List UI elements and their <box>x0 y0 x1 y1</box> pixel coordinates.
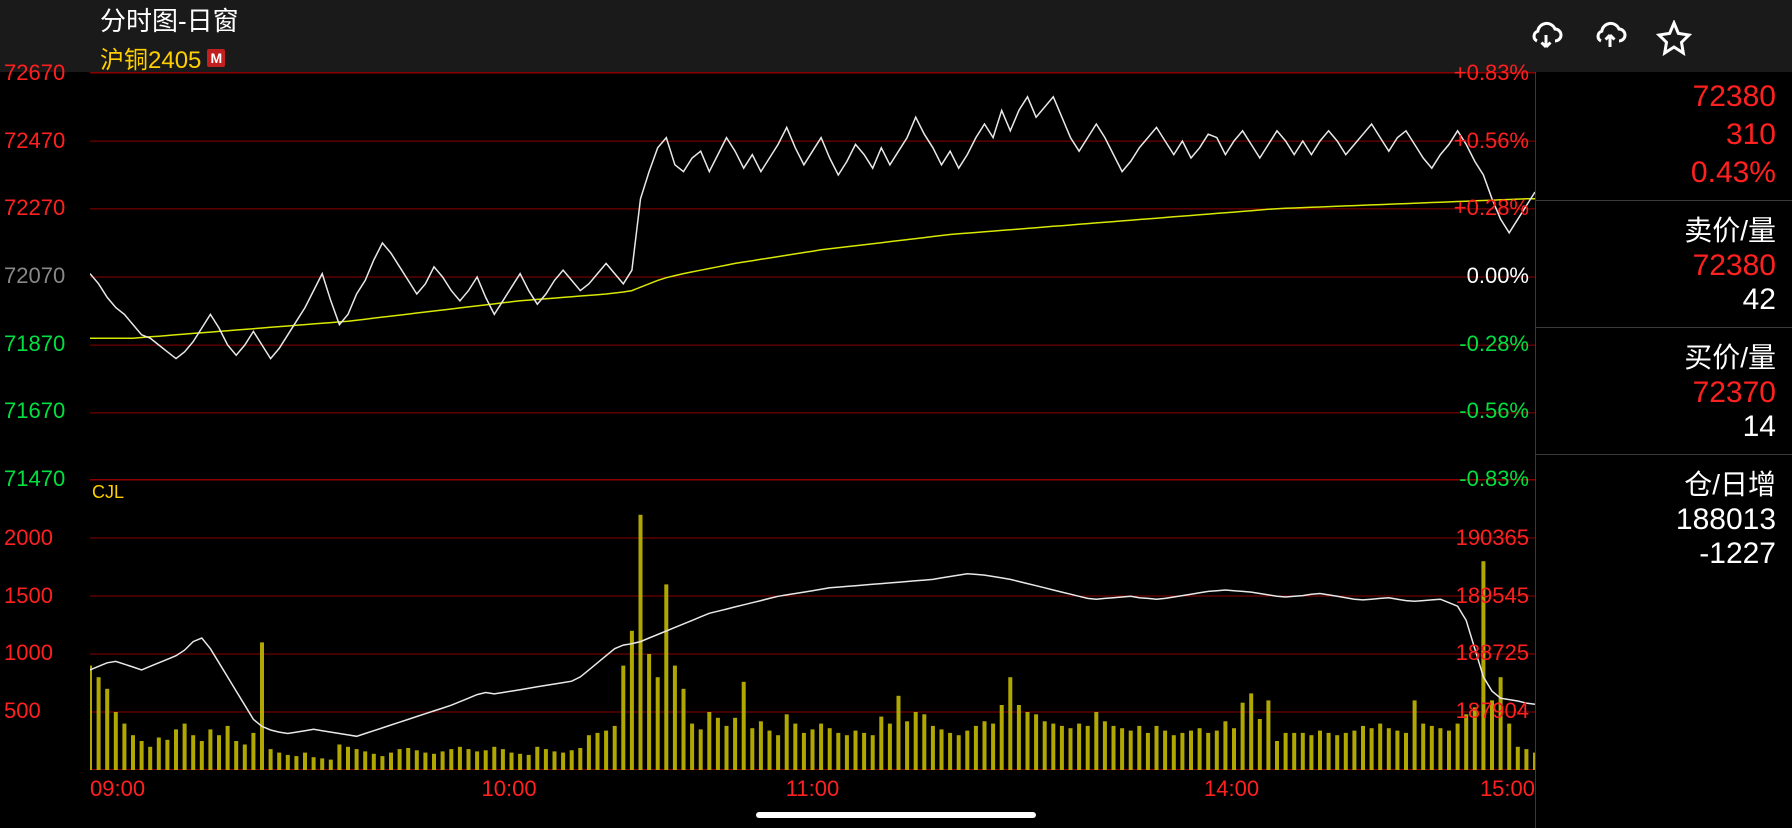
price-axis-right-label: +0.28% <box>1454 195 1529 221</box>
price-axis-left-label: 72670 <box>4 60 65 86</box>
volume-axis-left-label: 1000 <box>4 640 53 666</box>
oi-axis-right-label: 188725 <box>1456 640 1529 666</box>
oi-change: -1227 <box>1699 537 1776 571</box>
time-axis-label: 15:00 <box>1480 776 1535 802</box>
quote-panel: 72380 310 0.43% 卖价/量 72380 42 买价/量 72370… <box>1535 72 1792 828</box>
bid-price: 72370 <box>1693 376 1776 410</box>
time-axis-label: 11:00 <box>786 776 839 802</box>
cloud-download-icon[interactable] <box>1528 20 1564 56</box>
star-icon[interactable] <box>1656 20 1692 56</box>
main-contract-badge: M <box>207 49 225 67</box>
time-axis-label: 09:00 <box>90 776 145 802</box>
price-axis-right-label: +0.56% <box>1454 128 1529 154</box>
price-axis-left-label: 72270 <box>4 195 65 221</box>
price-axis-right-label: +0.83% <box>1454 60 1529 86</box>
price-axis-left-label: 71670 <box>4 398 65 424</box>
price-axis-left-label: 71870 <box>4 331 65 357</box>
ask-label: 卖价/量 <box>1684 209 1776 249</box>
volume-axis-left-label: 2000 <box>4 525 53 551</box>
oi-axis-right-label: 187904 <box>1456 698 1529 724</box>
oi-label: 仓/日增 <box>1684 463 1776 503</box>
home-indicator <box>756 812 1036 818</box>
time-axis-label: 14:00 <box>1204 776 1259 802</box>
ask-volume: 42 <box>1743 283 1776 317</box>
price-axis-right-label: -0.56% <box>1459 398 1529 424</box>
volume-axis-left-label: 500 <box>4 698 41 724</box>
price-change: 310 <box>1726 118 1776 152</box>
price-axis-left-label: 71470 <box>4 466 65 492</box>
volume-axis-left-label: 1500 <box>4 583 53 609</box>
open-interest: 188013 <box>1676 503 1776 537</box>
oi-axis-right-label: 190365 <box>1456 525 1529 551</box>
price-axis-left-label: 72470 <box>4 128 65 154</box>
cloud-upload-icon[interactable] <box>1592 20 1628 56</box>
price-axis-right-label: -0.28% <box>1459 331 1529 357</box>
ask-price: 72380 <box>1693 249 1776 283</box>
price-axis-right-label: 0.00% <box>1467 263 1529 289</box>
bid-volume: 14 <box>1743 410 1776 444</box>
price-change-pct: 0.43% <box>1691 156 1776 190</box>
volume-chart[interactable]: CJL 200015001000500 19036518954518872518… <box>90 480 1535 770</box>
price-chart[interactable]: 72670724707227072070718707167071470 +0.8… <box>90 72 1535 480</box>
last-price: 72380 <box>1693 80 1776 114</box>
symbol-label: 沪铜2405 <box>100 40 201 75</box>
oi-axis-right-label: 189545 <box>1456 583 1529 609</box>
bid-label: 买价/量 <box>1684 336 1776 376</box>
price-axis-left-label: 72070 <box>4 263 65 289</box>
time-axis-label: 10:00 <box>482 776 537 802</box>
chart-title: 分时图-日窗 <box>100 1 239 38</box>
